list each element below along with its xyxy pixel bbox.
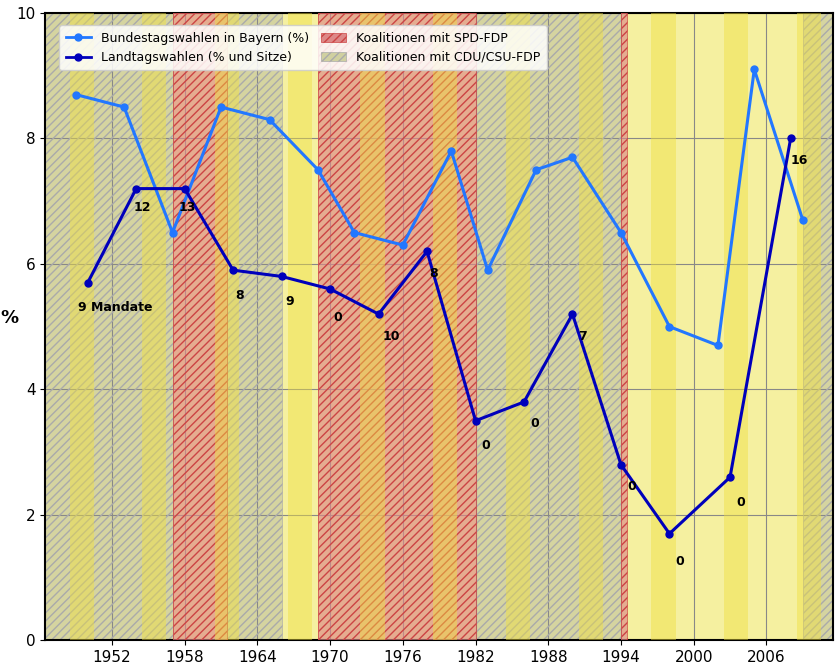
Bundestagswahlen in Bayern (%) [398,241,408,249]
Bundestagswahlen in Bayern (%) [216,103,226,111]
Landtagswahlen (% und Sitze) [664,530,675,538]
Bar [796,13,821,640]
Bar [621,13,627,640]
Text: 0: 0 [736,496,745,509]
Bundestagswahlen in Bayern (%) [119,103,129,111]
Landtagswahlen (% und Sitze) [785,134,795,142]
Bundestagswahlen in Bayern (%) [664,323,675,331]
Bundestagswahlen in Bayern (%) [713,341,723,349]
Text: 0: 0 [530,417,538,430]
Bar [45,13,833,640]
Bundestagswahlen in Bayern (%) [349,228,360,237]
Bar [227,13,281,640]
Text: 8: 8 [235,289,244,302]
Landtagswahlen (% und Sitze) [374,310,384,318]
Bar [172,13,227,640]
Text: 16: 16 [790,154,808,167]
Bar [475,13,621,640]
Bundestagswahlen in Bayern (%) [265,116,275,124]
Text: 12: 12 [134,201,151,214]
Bar [215,13,239,640]
Bar [318,13,475,640]
Bar [287,13,312,640]
Landtagswahlen (% und Sitze) [470,417,480,425]
Line: Landtagswahlen (% und Sitze): Landtagswahlen (% und Sitze) [84,135,794,537]
Text: 7: 7 [579,329,587,343]
Landtagswahlen (% und Sitze) [725,473,735,481]
Bar [318,13,475,640]
Bundestagswahlen in Bayern (%) [568,153,578,161]
Landtagswahlen (% und Sitze) [131,185,141,193]
Landtagswahlen (% und Sitze) [276,272,286,280]
Bar [70,13,94,640]
Text: 13: 13 [179,201,196,214]
Bar [142,13,166,640]
Bar [227,13,281,640]
Text: 9 Mandate: 9 Mandate [78,301,153,314]
Text: 0: 0 [675,556,685,569]
Text: 0: 0 [481,439,491,452]
Landtagswahlen (% und Sitze) [228,266,239,274]
Bar [621,13,627,640]
Landtagswahlen (% und Sitze) [519,398,529,406]
Bar [45,13,172,640]
Bar [506,13,530,640]
Text: 10: 10 [382,329,400,343]
Landtagswahlen (% und Sitze) [180,185,190,193]
Text: 8: 8 [429,267,438,280]
Bar [579,13,603,640]
Bundestagswahlen in Bayern (%) [798,216,808,224]
Bundestagswahlen in Bayern (%) [446,147,456,155]
Bar [475,13,621,640]
Line: Bundestagswahlen in Bayern (%): Bundestagswahlen in Bayern (%) [72,66,806,349]
Text: 0: 0 [627,480,636,493]
Bundestagswahlen in Bayern (%) [313,166,323,174]
Bundestagswahlen in Bayern (%) [531,166,541,174]
Text: 0: 0 [333,310,343,324]
Landtagswahlen (% und Sitze) [82,279,92,287]
Bundestagswahlen in Bayern (%) [71,91,81,99]
Bar [45,13,172,640]
Text: 9: 9 [286,295,294,308]
Bar [433,13,457,640]
Bar [172,13,227,640]
Y-axis label: %: % [1,308,19,327]
Legend: Bundestagswahlen in Bayern (%), Landtagswahlen (% und Sitze), Koalitionen mit SP: Bundestagswahlen in Bayern (%), Landtags… [60,26,547,70]
Bundestagswahlen in Bayern (%) [749,65,759,73]
Bar [724,13,748,640]
Landtagswahlen (% und Sitze) [568,310,578,318]
Landtagswahlen (% und Sitze) [422,247,432,255]
Bundestagswahlen in Bayern (%) [483,266,493,274]
Bundestagswahlen in Bayern (%) [616,228,626,237]
Bar [803,13,833,640]
Bar [360,13,385,640]
Bar [803,13,833,640]
Landtagswahlen (% und Sitze) [616,460,626,468]
Bundestagswahlen in Bayern (%) [167,228,177,237]
Bar [651,13,675,640]
Landtagswahlen (% und Sitze) [325,285,335,293]
